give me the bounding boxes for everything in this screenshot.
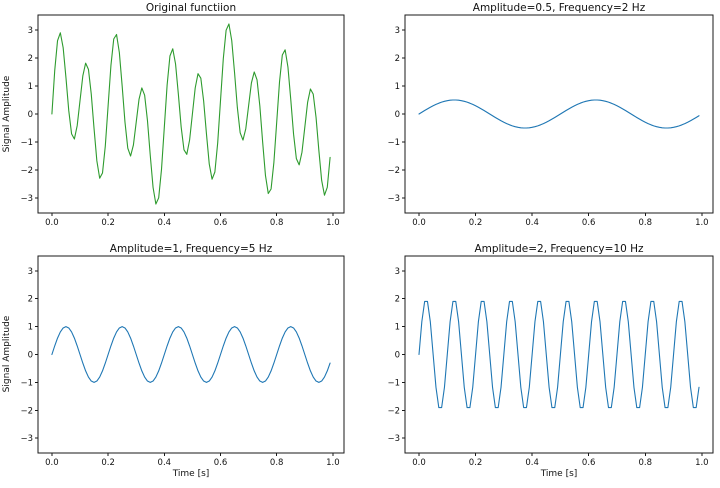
x-axis-label-amp1-freq5: Time [s] — [172, 469, 210, 479]
axes-amp2-freq10: 0.0 0.2 0.4 0.6 0.8 1.0 −3 −2 −1 0 1 2 3 — [387, 255, 714, 468]
y-tick-label: −1 — [387, 138, 400, 148]
x-tick-label: 0.4 — [158, 218, 172, 228]
y-tick-label: −2 — [387, 166, 400, 176]
x-tick-label: 0.6 — [582, 458, 596, 468]
y-tick-label: 0 — [28, 351, 33, 361]
signal-line — [418, 300, 700, 409]
y-tick-label: 3 — [395, 26, 400, 36]
y-tick-label: −3 — [387, 194, 400, 204]
y-tick-label: 1 — [395, 82, 400, 92]
signal-line — [418, 99, 700, 129]
subplot-original-function: 0.0 0.2 0.4 0.6 0.8 1.0 −3 −2 −1 0 1 2 3 Original fu… — [2, 2, 345, 228]
y-tick-label: 2 — [28, 295, 33, 305]
axes-amp1-freq5: 0.0 0.2 0.4 0.6 0.8 1.0 −3 −2 −1 0 1 2 3 — [20, 255, 345, 468]
x-tick-label: 0.8 — [270, 218, 284, 228]
plot-title-original-function: Original functiion — [146, 2, 236, 14]
y-tick-label: 3 — [28, 26, 33, 36]
y-tick-label: 0 — [395, 351, 400, 361]
axes-amp05-freq2: 0.0 0.2 0.4 0.6 0.8 1.0 −3 −2 −1 0 1 2 3 — [387, 14, 714, 228]
y-tick-label: 1 — [28, 82, 33, 92]
y-tick-label: −3 — [20, 194, 33, 204]
x-tick-label: 0.8 — [638, 458, 652, 468]
x-tick-label: 0.0 — [412, 458, 426, 468]
y-tick-label: 2 — [395, 54, 400, 64]
x-tick-label: 1.0 — [695, 458, 709, 468]
y-tick-label: 2 — [28, 54, 33, 64]
axes-frame — [37, 255, 345, 454]
y-tick-label: 0 — [395, 110, 400, 120]
y-tick-label: −1 — [387, 378, 400, 388]
x-tick-label: 0.4 — [525, 458, 539, 468]
x-tick-label: 0.2 — [469, 218, 483, 228]
x-tick-label: 1.0 — [695, 218, 709, 228]
subplot-amp05-freq2: 0.0 0.2 0.4 0.6 0.8 1.0 −3 −2 −1 0 1 2 3 Amplitude=0… — [387, 2, 714, 228]
x-tick-label: 0.2 — [101, 218, 115, 228]
y-tick-label: −2 — [20, 406, 33, 416]
x-tick-label: 0.4 — [158, 458, 172, 468]
y-tick-label: −2 — [387, 406, 400, 416]
y-tick-label: −1 — [20, 378, 33, 388]
x-tick-label: 0.8 — [270, 458, 284, 468]
x-tick-label: 0.0 — [45, 218, 59, 228]
y-tick-label: 3 — [395, 267, 400, 277]
x-tick-label: 1.0 — [326, 218, 340, 228]
subplot-amp2-freq10: 0.0 0.2 0.4 0.6 0.8 1.0 −3 −2 −1 0 1 2 3 Amplitude=2… — [387, 244, 714, 479]
y-tick-label: 3 — [28, 267, 33, 277]
y-tick-label: 1 — [395, 323, 400, 333]
x-tick-label: 0.8 — [638, 218, 652, 228]
x-tick-label: 0.2 — [469, 458, 483, 468]
y-tick-label: 1 — [28, 323, 33, 333]
x-tick-label: 0.0 — [412, 218, 426, 228]
axes-frame — [404, 255, 714, 454]
axes-original-function: 0.0 0.2 0.4 0.6 0.8 1.0 −3 −2 −1 0 1 2 3 — [20, 14, 345, 228]
y-axis-label-original-function: Signal Amplitude — [2, 75, 12, 152]
x-tick-label: 0.6 — [582, 218, 596, 228]
y-tick-label: −3 — [387, 434, 400, 444]
signal-line — [51, 326, 331, 383]
plot-title-amp1-freq5: Amplitude=1, Frequency=5 Hz — [110, 244, 273, 255]
x-tick-label: 0.4 — [525, 218, 539, 228]
plot-title-amp05-freq2: Amplitude=0.5, Frequency=2 Hz — [473, 2, 646, 14]
y-tick-label: −1 — [20, 138, 33, 148]
x-tick-label: 0.6 — [214, 218, 228, 228]
y-axis-label-amp1-freq5: Signal Amplitude — [2, 315, 12, 392]
y-tick-label: −2 — [20, 166, 33, 176]
x-tick-label: 0.6 — [214, 458, 228, 468]
axes-frame — [37, 14, 345, 214]
x-tick-label: 0.0 — [45, 458, 59, 468]
y-tick-label: 0 — [28, 110, 33, 120]
axes-frame — [404, 14, 714, 214]
plot-title-amp2-freq10: Amplitude=2, Frequency=10 Hz — [474, 244, 644, 255]
x-tick-label: 0.2 — [101, 458, 115, 468]
x-tick-label: 1.0 — [326, 458, 340, 468]
y-tick-label: −3 — [20, 434, 33, 444]
subplot-amp1-freq5: 0.0 0.2 0.4 0.6 0.8 1.0 −3 −2 −1 0 1 2 3 Amplitude=1… — [2, 244, 345, 479]
signal-line — [51, 23, 331, 205]
x-axis-label-amp2-freq10: Time [s] — [540, 469, 578, 479]
y-tick-label: 2 — [395, 295, 400, 305]
